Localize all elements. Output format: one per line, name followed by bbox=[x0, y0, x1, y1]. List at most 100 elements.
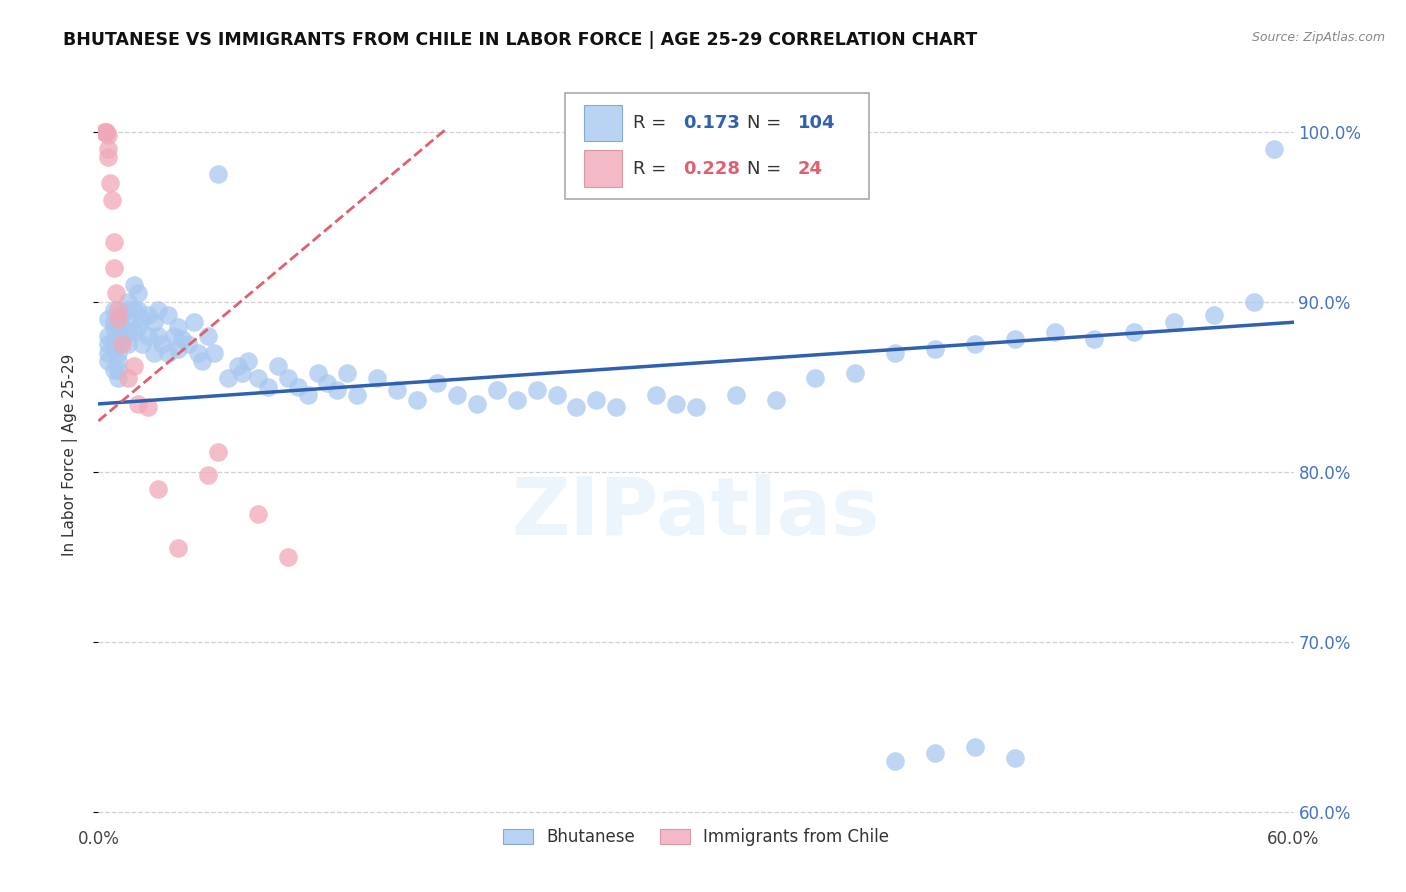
Bhutanese bbox=[246, 371, 269, 385]
Bhutanese bbox=[97, 337, 120, 351]
Bhutanese bbox=[1202, 309, 1225, 323]
Bhutanese bbox=[107, 326, 129, 340]
Bhutanese bbox=[765, 393, 787, 408]
Immigrants from Chile bbox=[107, 311, 129, 326]
Immigrants from Chile bbox=[97, 128, 120, 142]
Bhutanese bbox=[103, 363, 125, 377]
Immigrants from Chile bbox=[111, 337, 134, 351]
Bhutanese bbox=[117, 303, 139, 318]
Immigrants from Chile bbox=[105, 286, 128, 301]
Text: R =: R = bbox=[633, 160, 672, 178]
Bhutanese bbox=[526, 384, 548, 398]
Bhutanese bbox=[465, 397, 488, 411]
Immigrants from Chile bbox=[101, 193, 124, 207]
Bhutanese bbox=[924, 746, 946, 760]
Bhutanese bbox=[117, 326, 139, 340]
Bhutanese bbox=[884, 754, 907, 768]
Bhutanese bbox=[1004, 332, 1026, 346]
Immigrants from Chile bbox=[97, 150, 120, 164]
Bhutanese bbox=[191, 354, 214, 368]
Bhutanese bbox=[107, 346, 129, 360]
Immigrants from Chile bbox=[97, 142, 120, 156]
Bhutanese bbox=[1043, 326, 1066, 340]
FancyBboxPatch shape bbox=[583, 105, 621, 142]
Y-axis label: In Labor Force | Age 25-29: In Labor Force | Age 25-29 bbox=[62, 354, 77, 556]
Bhutanese bbox=[336, 366, 359, 380]
Bhutanese bbox=[103, 303, 125, 318]
Bhutanese bbox=[107, 311, 129, 326]
Bhutanese bbox=[117, 315, 139, 329]
Bhutanese bbox=[103, 315, 125, 329]
Bhutanese bbox=[97, 311, 120, 326]
Bhutanese bbox=[1243, 294, 1265, 309]
Bhutanese bbox=[231, 366, 253, 380]
Bhutanese bbox=[107, 354, 129, 368]
Bhutanese bbox=[124, 326, 146, 340]
Bhutanese bbox=[157, 309, 180, 323]
Bhutanese bbox=[236, 354, 259, 368]
Immigrants from Chile bbox=[207, 444, 229, 458]
Bhutanese bbox=[1163, 315, 1185, 329]
Immigrants from Chile bbox=[93, 125, 115, 139]
Bhutanese bbox=[183, 315, 205, 329]
Bhutanese bbox=[103, 343, 125, 357]
Immigrants from Chile bbox=[197, 468, 219, 483]
Immigrants from Chile bbox=[124, 359, 146, 374]
Bhutanese bbox=[346, 388, 368, 402]
Bhutanese bbox=[143, 346, 166, 360]
Immigrants from Chile bbox=[277, 549, 299, 564]
Bhutanese bbox=[117, 294, 139, 309]
Bhutanese bbox=[287, 380, 309, 394]
Legend: Bhutanese, Immigrants from Chile: Bhutanese, Immigrants from Chile bbox=[496, 822, 896, 853]
Text: 24: 24 bbox=[797, 160, 823, 178]
Bhutanese bbox=[167, 320, 190, 334]
Immigrants from Chile bbox=[246, 508, 269, 522]
Bhutanese bbox=[366, 371, 388, 385]
Bhutanese bbox=[485, 384, 508, 398]
Bhutanese bbox=[605, 401, 627, 415]
Bhutanese bbox=[665, 397, 688, 411]
Bhutanese bbox=[226, 359, 249, 374]
Bhutanese bbox=[127, 286, 149, 301]
Bhutanese bbox=[1123, 326, 1146, 340]
Bhutanese bbox=[103, 332, 125, 346]
Bhutanese bbox=[724, 388, 747, 402]
Immigrants from Chile bbox=[107, 303, 129, 318]
Bhutanese bbox=[124, 277, 146, 292]
Bhutanese bbox=[177, 337, 200, 351]
Bhutanese bbox=[127, 320, 149, 334]
Bhutanese bbox=[150, 337, 173, 351]
Bhutanese bbox=[148, 303, 170, 318]
Bhutanese bbox=[163, 329, 186, 343]
Bhutanese bbox=[157, 346, 180, 360]
Bhutanese bbox=[131, 337, 153, 351]
Immigrants from Chile bbox=[96, 125, 118, 139]
Bhutanese bbox=[107, 337, 129, 351]
Immigrants from Chile bbox=[148, 482, 170, 496]
Bhutanese bbox=[148, 329, 170, 343]
Bhutanese bbox=[97, 346, 120, 360]
Bhutanese bbox=[963, 740, 986, 755]
Text: N =: N = bbox=[748, 114, 787, 132]
Bhutanese bbox=[406, 393, 429, 408]
Bhutanese bbox=[307, 366, 329, 380]
Immigrants from Chile bbox=[127, 397, 149, 411]
Bhutanese bbox=[107, 371, 129, 385]
Immigrants from Chile bbox=[103, 260, 125, 275]
Bhutanese bbox=[277, 371, 299, 385]
Immigrants from Chile bbox=[117, 371, 139, 385]
Bhutanese bbox=[565, 401, 588, 415]
Text: 104: 104 bbox=[797, 114, 835, 132]
Bhutanese bbox=[645, 388, 668, 402]
Bhutanese bbox=[297, 388, 319, 402]
Bhutanese bbox=[267, 359, 290, 374]
Bhutanese bbox=[167, 343, 190, 357]
Bhutanese bbox=[963, 337, 986, 351]
Bhutanese bbox=[111, 320, 134, 334]
Bhutanese bbox=[326, 384, 349, 398]
Bhutanese bbox=[804, 371, 827, 385]
Text: 0.228: 0.228 bbox=[683, 160, 740, 178]
Text: N =: N = bbox=[748, 160, 787, 178]
Bhutanese bbox=[546, 388, 568, 402]
Bhutanese bbox=[924, 343, 946, 357]
